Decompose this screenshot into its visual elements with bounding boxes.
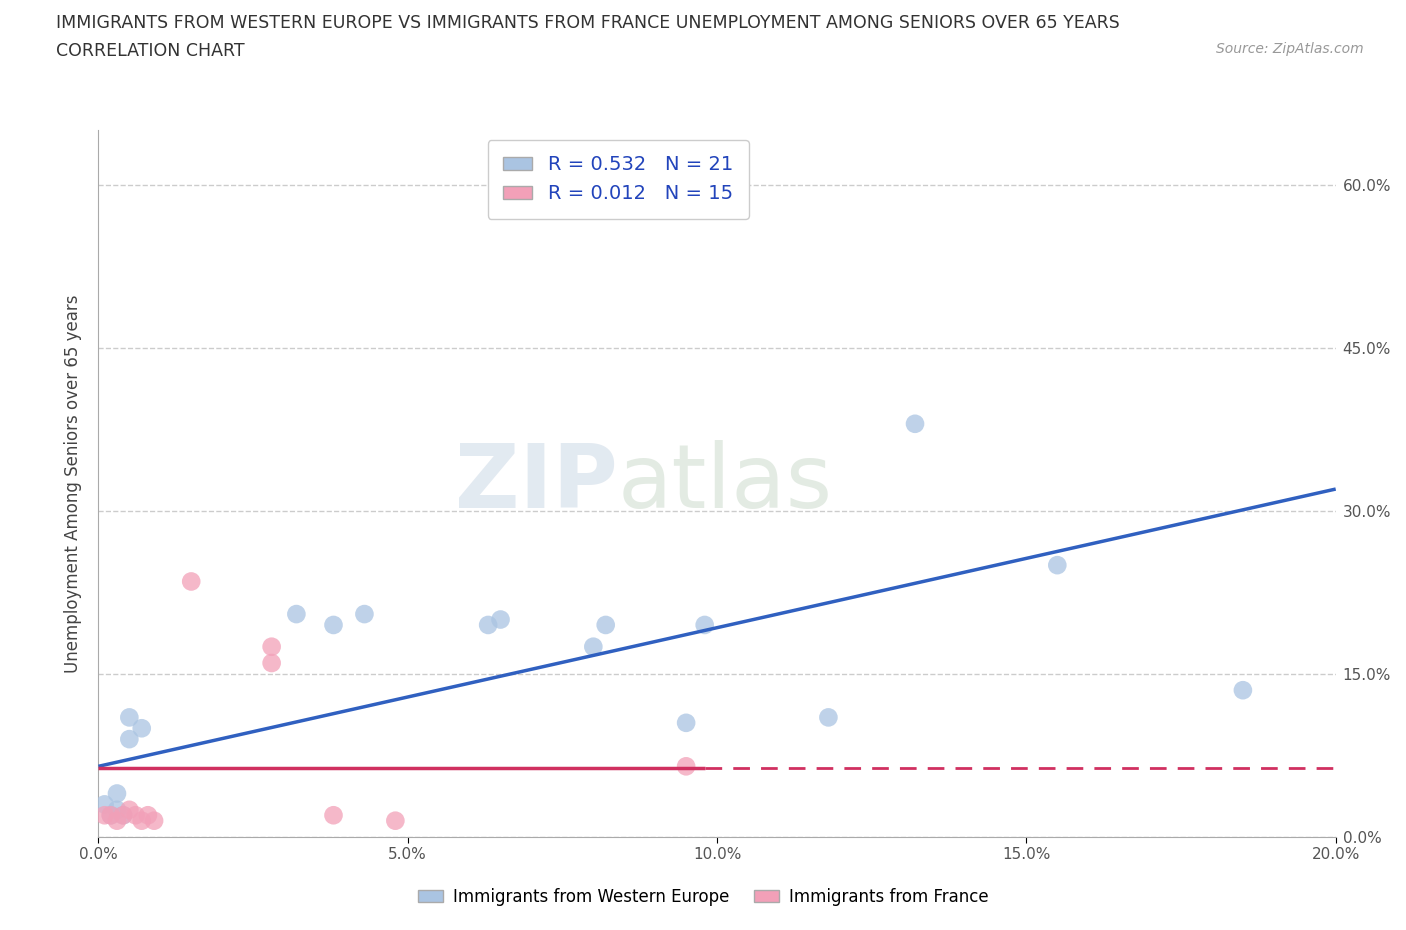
- Point: [322, 808, 344, 823]
- Point: [1046, 558, 1069, 573]
- Point: [353, 606, 375, 621]
- Legend: Immigrants from Western Europe, Immigrants from France: Immigrants from Western Europe, Immigran…: [411, 881, 995, 912]
- Point: [131, 721, 153, 736]
- Point: [817, 710, 839, 724]
- Point: [136, 808, 159, 823]
- Point: [143, 813, 166, 828]
- Point: [675, 715, 697, 730]
- Text: CORRELATION CHART: CORRELATION CHART: [56, 42, 245, 60]
- Point: [100, 808, 122, 823]
- Text: atlas: atlas: [619, 440, 834, 527]
- Point: [100, 808, 122, 823]
- Legend: R = 0.532   N = 21, R = 0.012   N = 15: R = 0.532 N = 21, R = 0.012 N = 15: [488, 140, 748, 219]
- Text: ZIP: ZIP: [456, 440, 619, 527]
- Y-axis label: Unemployment Among Seniors over 65 years: Unemployment Among Seniors over 65 years: [65, 295, 83, 672]
- Point: [105, 786, 128, 801]
- Point: [675, 759, 697, 774]
- Point: [595, 618, 617, 632]
- Point: [131, 813, 153, 828]
- Point: [118, 803, 141, 817]
- Point: [260, 639, 283, 654]
- Point: [477, 618, 499, 632]
- Point: [118, 710, 141, 724]
- Point: [285, 606, 308, 621]
- Point: [93, 797, 115, 812]
- Point: [1232, 683, 1254, 698]
- Point: [489, 612, 512, 627]
- Point: [260, 656, 283, 671]
- Point: [582, 639, 605, 654]
- Point: [124, 808, 146, 823]
- Point: [112, 808, 135, 823]
- Point: [112, 808, 135, 823]
- Point: [118, 732, 141, 747]
- Point: [105, 813, 128, 828]
- Point: [384, 813, 406, 828]
- Text: Source: ZipAtlas.com: Source: ZipAtlas.com: [1216, 42, 1364, 56]
- Point: [693, 618, 716, 632]
- Point: [105, 803, 128, 817]
- Point: [904, 417, 927, 432]
- Point: [180, 574, 202, 589]
- Text: IMMIGRANTS FROM WESTERN EUROPE VS IMMIGRANTS FROM FRANCE UNEMPLOYMENT AMONG SENI: IMMIGRANTS FROM WESTERN EUROPE VS IMMIGR…: [56, 14, 1121, 32]
- Point: [322, 618, 344, 632]
- Point: [93, 808, 115, 823]
